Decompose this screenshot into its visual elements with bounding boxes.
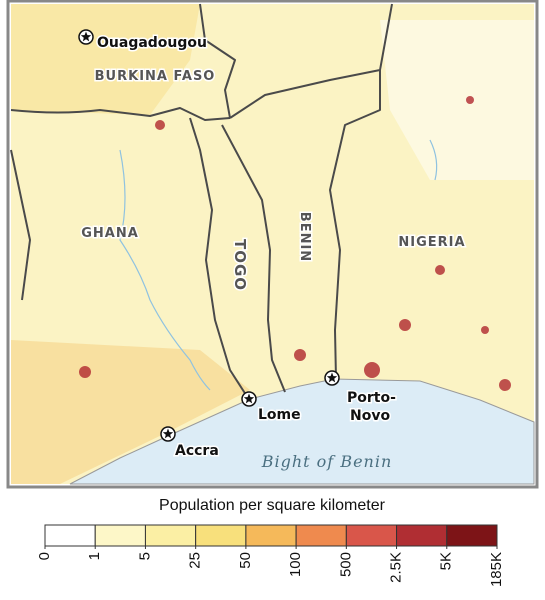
land-dense <box>11 4 200 115</box>
river <box>119 149 211 391</box>
city-star <box>243 393 255 404</box>
country-label: TOGO <box>231 239 249 291</box>
border <box>229 3 393 119</box>
map-frame <box>6 0 539 489</box>
blob <box>155 120 165 130</box>
legend-swatch <box>345 524 398 547</box>
legend-swatch <box>195 524 247 547</box>
border <box>189 117 249 399</box>
legend-label: 5 <box>136 552 153 560</box>
legend: 0 1 5 25 50 100 500 2.5K 5K 185K <box>36 524 505 587</box>
border <box>199 3 236 119</box>
city-label: Porto- <box>347 390 396 406</box>
legend-label: 50 <box>237 552 254 569</box>
country-label: BURKINA FASO <box>95 69 216 84</box>
country-label: NIGERIA <box>398 235 465 250</box>
blob <box>466 96 474 104</box>
border <box>221 124 286 393</box>
legend-title: Population per square kilometer <box>159 497 386 514</box>
legend-label: 1 <box>86 552 103 560</box>
legend-swatch <box>295 524 347 547</box>
city-markers <box>78 29 340 442</box>
water-label: Bight of Benin <box>261 452 393 471</box>
legend-swatch <box>144 524 197 547</box>
border <box>10 107 231 121</box>
lake <box>429 139 438 181</box>
legend-swatch <box>446 524 498 547</box>
blob <box>79 366 91 378</box>
population-blobs <box>79 96 511 391</box>
city-label: Ouagadougou <box>97 35 207 51</box>
legend-label: 5K <box>438 552 455 570</box>
city-star <box>80 31 92 42</box>
country-label: GHANA <box>81 226 139 241</box>
blob <box>499 379 511 391</box>
blob <box>435 265 445 275</box>
city-label: Accra <box>175 443 219 459</box>
legend-swatch <box>245 524 297 547</box>
legend-label: 500 <box>337 552 354 577</box>
border <box>329 70 381 380</box>
blob <box>294 349 306 361</box>
city-label: Novo <box>350 408 390 424</box>
land-dense <box>11 340 250 484</box>
legend-label: 185K <box>488 552 505 587</box>
blob <box>481 326 489 334</box>
legend-swatch <box>94 524 146 547</box>
legend-swatch <box>396 524 448 547</box>
legend-swatch <box>44 524 96 547</box>
land-sparse <box>380 20 534 180</box>
blob <box>364 362 380 378</box>
city-label: Lome <box>258 407 301 423</box>
city-star <box>162 428 174 439</box>
border <box>10 149 31 301</box>
city-star <box>326 372 338 383</box>
legend-label: 100 <box>287 552 304 577</box>
country-label: BENIN <box>297 212 312 262</box>
blob <box>399 319 411 331</box>
legend-label: 0 <box>36 552 53 560</box>
legend-label: 25 <box>187 552 204 569</box>
legend-label: 2.5K <box>388 552 405 583</box>
